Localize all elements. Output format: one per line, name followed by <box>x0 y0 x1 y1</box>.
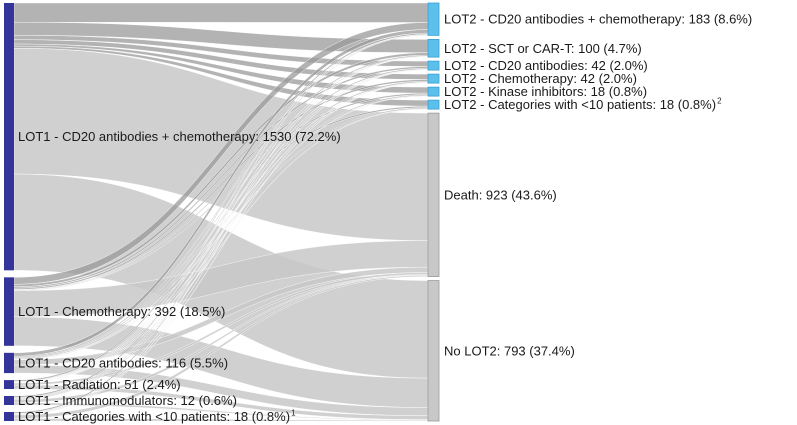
source-node-2 <box>4 352 14 374</box>
target-node-0 <box>427 2 440 36</box>
source-node-0 <box>4 3 14 271</box>
source-label-1: LOT1 - Chemotherapy: 392 (18.5%) <box>18 304 225 319</box>
sankey-labels: LOT1 - CD20 antibodies + chemotherapy: 1… <box>18 12 752 424</box>
target-label-2: LOT2 - CD20 antibodies: 42 (2.0%) <box>444 58 648 73</box>
source-label-2: LOT1 - CD20 antibodies: 116 (5.5%) <box>18 355 228 370</box>
target-label-0: LOT2 - CD20 antibodies + chemotherapy: 1… <box>444 12 752 27</box>
source-label-5: LOT1 - Categories with <10 patients: 18 … <box>18 409 290 424</box>
source-label-0: LOT1 - CD20 antibodies + chemotherapy: 1… <box>18 129 341 144</box>
target-node-2 <box>427 60 440 71</box>
target-node-3 <box>427 73 440 84</box>
source-footnote-5: 1 <box>291 409 296 418</box>
source-label-4: LOT1 - Immunomodulators: 12 (0.6%) <box>18 393 237 408</box>
target-node-5 <box>427 99 440 110</box>
target-label-1: LOT2 - SCT or CAR-T: 100 (4.7%) <box>444 41 642 56</box>
target-label-4: LOT2 - Kinase inhibitors: 18 (0.8%) <box>444 84 647 99</box>
source-node-5 <box>4 412 14 421</box>
source-node-4 <box>4 396 14 405</box>
target-label-5: LOT2 - Categories with <10 patients: 18 … <box>444 97 716 112</box>
target-label-6: Death: 923 (43.6%) <box>444 187 557 202</box>
target-node-1 <box>427 39 440 58</box>
target-label-7: No LOT2: 793 (37.4%) <box>444 343 575 358</box>
source-node-3 <box>4 380 14 389</box>
sankey-links <box>13 2 429 422</box>
source-label-3: LOT1 - Radiation: 51 (2.4%) <box>18 377 181 392</box>
source-node-1 <box>4 277 14 346</box>
sankey-link-s0-t0 <box>13 2 429 23</box>
target-node-7 <box>427 280 440 422</box>
target-footnote-5: 2 <box>717 97 722 106</box>
sankey-nodes <box>4 2 440 422</box>
target-node-6 <box>427 112 440 277</box>
target-node-4 <box>427 86 440 97</box>
target-label-3: LOT2 - Chemotherapy: 42 (2.0%) <box>444 71 637 86</box>
